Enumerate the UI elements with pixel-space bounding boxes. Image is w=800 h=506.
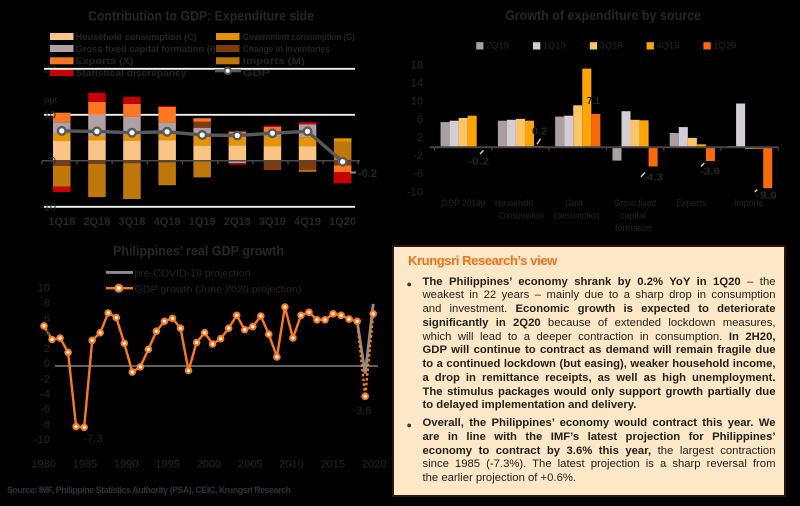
svg-text:-2: -2	[413, 150, 423, 162]
svg-text:-4.3: -4.3	[643, 172, 663, 184]
svg-text:8: 8	[44, 298, 50, 310]
svg-text:2020: 2020	[362, 459, 386, 471]
svg-text:2010: 2010	[279, 459, 303, 471]
svg-text:-0.2: -0.2	[468, 156, 489, 168]
svg-text:Government consumption (G): Government consumption (G)	[243, 32, 355, 42]
svg-text:0: 0	[44, 358, 50, 370]
svg-text:10: 10	[38, 283, 50, 295]
svg-text:1Q18: 1Q18	[48, 216, 75, 228]
svg-text:Gross fixed capital formation: Gross fixed capital formation (I)	[76, 44, 216, 54]
svg-text:14: 14	[411, 78, 423, 90]
svg-text:10: 10	[44, 110, 56, 122]
svg-text:-9.0: -9.0	[756, 190, 777, 202]
svg-text:1985: 1985	[73, 459, 97, 471]
svg-text:Contribution to GDP: Expenditu: Contribution to GDP: Expenditure side	[88, 8, 314, 23]
svg-text:-6: -6	[40, 404, 50, 416]
svg-text:Statistical discrepancy: Statistical discrepancy	[76, 68, 187, 78]
svg-text:capital: capital	[620, 211, 646, 221]
svg-text:-10: -10	[34, 434, 50, 446]
svg-text:6: 6	[44, 313, 50, 325]
svg-text:-0.2: -0.2	[358, 168, 377, 180]
svg-text:formation: formation	[615, 223, 652, 233]
svg-text:Gross fixed: Gross fixed	[614, 198, 656, 208]
svg-text:2Q18: 2Q18	[83, 216, 110, 228]
svg-text:6: 6	[417, 114, 423, 126]
svg-text:Growth of expenditure by sourc: Growth of expenditure by source	[505, 8, 701, 23]
svg-text:4Q18: 4Q18	[154, 216, 181, 228]
svg-text:4Q19: 4Q19	[294, 216, 321, 228]
svg-text:3Q18: 3Q18	[119, 216, 146, 228]
svg-text:-10: -10	[40, 202, 56, 214]
svg-text:1Q19: 1Q19	[189, 216, 216, 228]
svg-text:-4: -4	[40, 389, 50, 401]
svg-text:2Q19: 2Q19	[486, 41, 509, 52]
svg-text:4: 4	[44, 328, 50, 340]
svg-text:GDP 2019p: GDP 2019p	[442, 198, 486, 208]
svg-text:1995: 1995	[155, 459, 179, 471]
svg-text:Imports (M): Imports (M)	[243, 56, 305, 66]
svg-text:Household: Household	[495, 198, 533, 208]
svg-text:1Q19: 1Q19	[543, 41, 566, 52]
svg-text:GDP: GDP	[243, 68, 270, 78]
svg-text:3Q19: 3Q19	[600, 41, 623, 52]
svg-text:-3.0: -3.0	[700, 166, 720, 178]
svg-text:2015: 2015	[321, 459, 345, 471]
svg-text:1990: 1990	[114, 459, 138, 471]
svg-text:3Q19: 3Q19	[259, 216, 286, 228]
svg-text:Imports: Imports	[734, 198, 763, 208]
svg-text:Exports: Exports	[676, 198, 706, 208]
svg-text:2: 2	[44, 343, 50, 355]
svg-text:Govt: Govt	[565, 198, 583, 208]
svg-text:-8: -8	[40, 419, 50, 431]
svg-text:-7.3: -7.3	[84, 433, 103, 445]
svg-text:Consumption: Consumption	[498, 211, 544, 221]
svg-text:-10: -10	[407, 186, 423, 198]
svg-text:4Q19: 4Q19	[656, 41, 679, 52]
svg-text:consumption: consumption	[554, 211, 600, 221]
svg-text:7.1: 7.1	[587, 95, 600, 107]
svg-text:1Q20: 1Q20	[329, 216, 356, 228]
svg-text:2: 2	[417, 132, 423, 144]
svg-text:pre-COVID-19 projection: pre-COVID-19 projection	[135, 269, 251, 280]
svg-text:GDP growth (June 2020 projecti: GDP growth (June 2020 projection)	[135, 284, 302, 295]
svg-text:-6: -6	[413, 168, 423, 180]
svg-text:1Q20: 1Q20	[713, 41, 736, 52]
svg-text:ppt: ppt	[44, 95, 58, 106]
svg-text:0: 0	[50, 156, 56, 168]
svg-text:0.2: 0.2	[532, 126, 547, 138]
svg-text:18: 18	[411, 60, 423, 72]
svg-text:1980: 1980	[32, 459, 56, 471]
svg-text:-2: -2	[40, 373, 50, 385]
svg-text:Change in inventories: Change in inventories	[243, 44, 330, 54]
svg-text:10: 10	[411, 96, 423, 108]
svg-text:Household consumption (C): Household consumption (C)	[76, 32, 197, 42]
svg-text:Philippines’ real GDP growth: Philippines’ real GDP growth	[113, 244, 284, 259]
svg-text:-3.6: -3.6	[353, 405, 372, 417]
svg-text:2Q19: 2Q19	[224, 216, 251, 228]
svg-text:Exports (X): Exports (X)	[76, 56, 134, 66]
svg-text:2005: 2005	[238, 459, 262, 471]
svg-text:2000: 2000	[197, 459, 221, 471]
